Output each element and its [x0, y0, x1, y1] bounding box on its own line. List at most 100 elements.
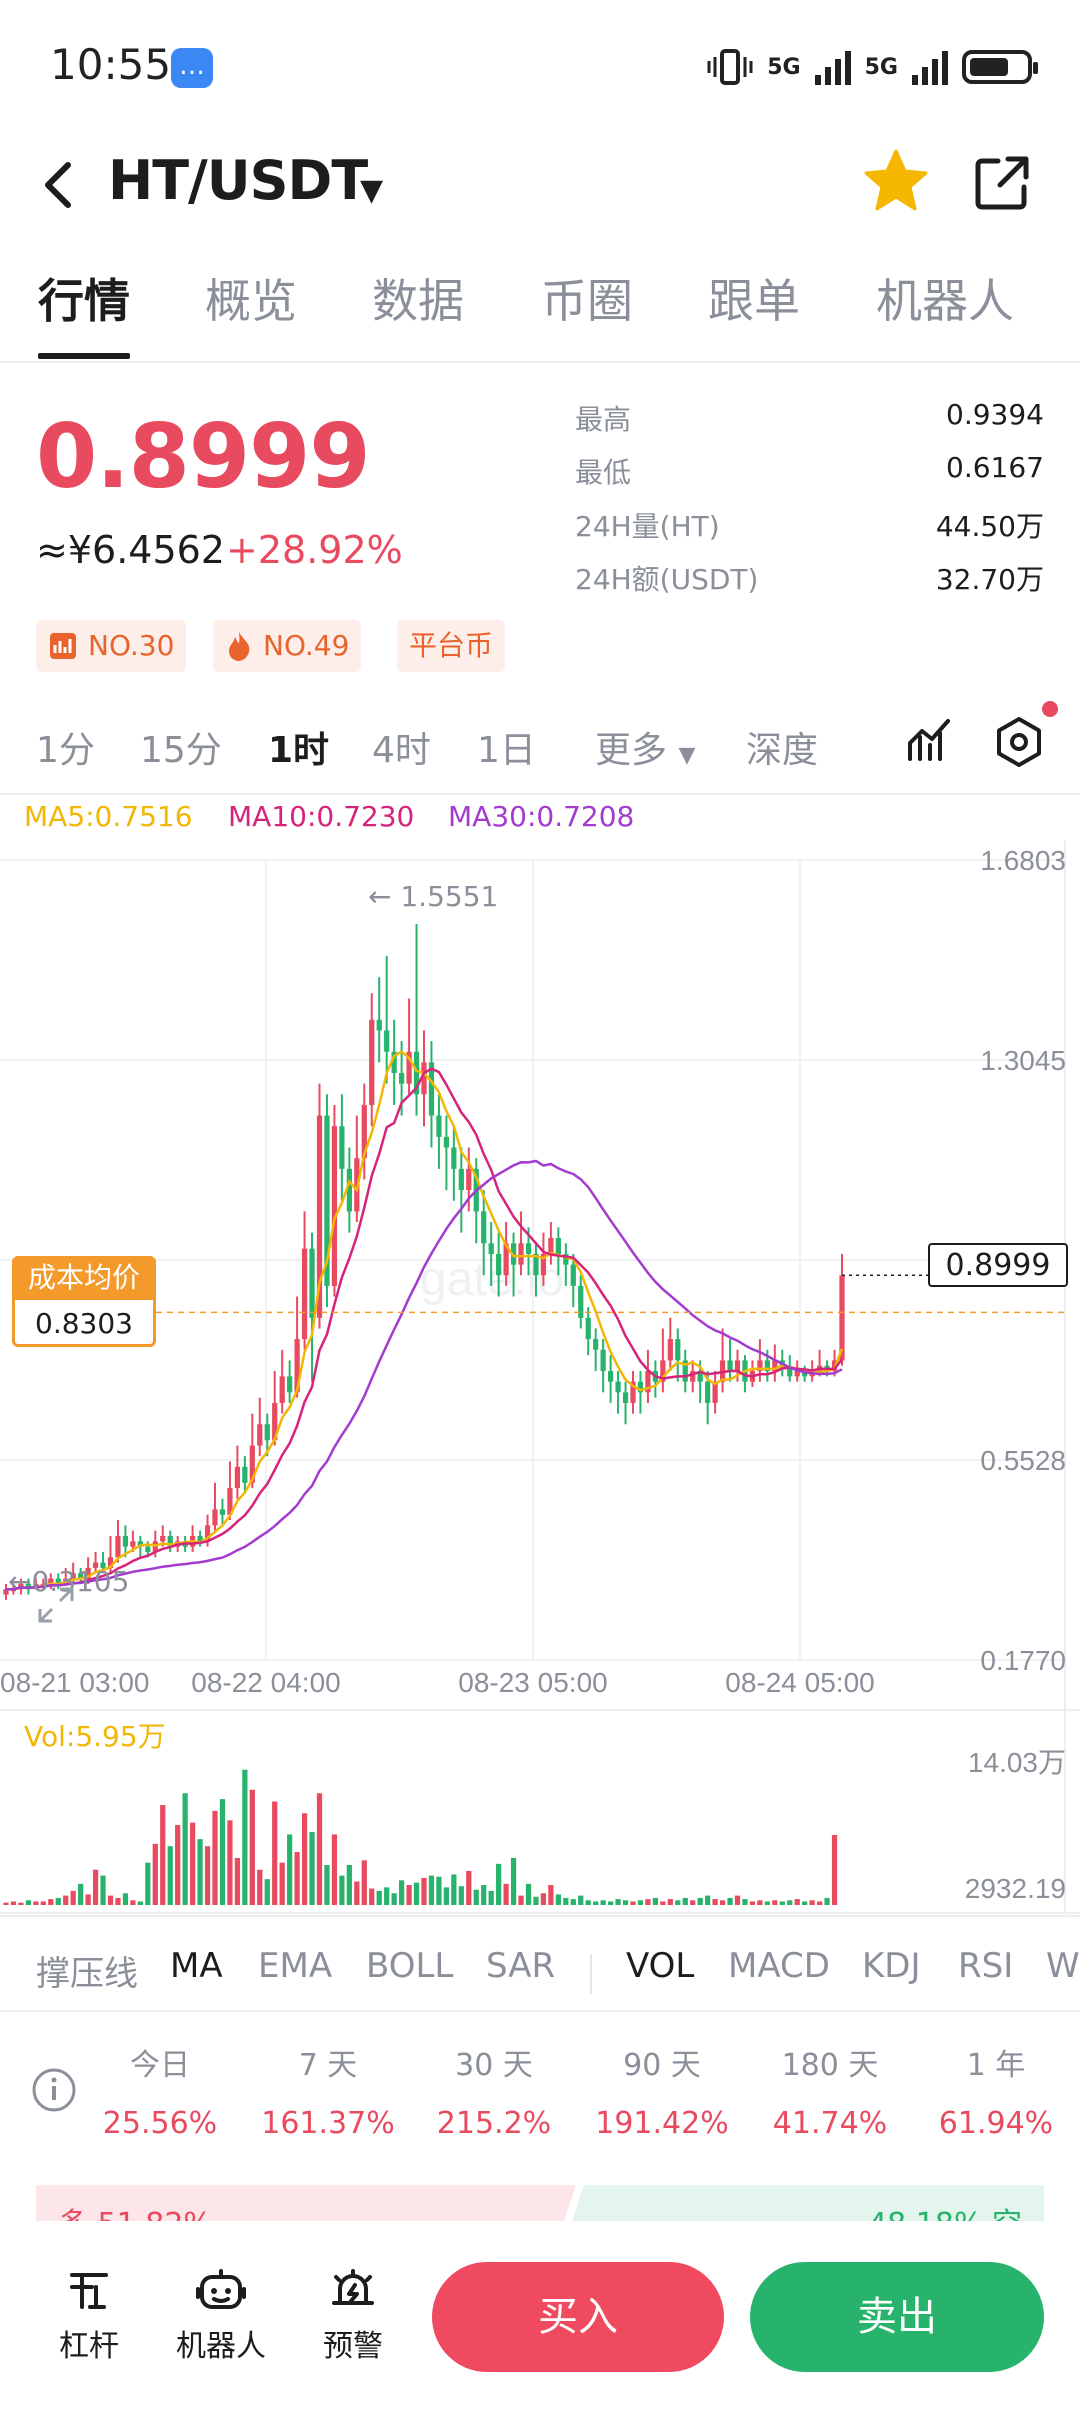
- indicator-boll[interactable]: BOLL: [366, 1946, 454, 1986]
- candle-body: [787, 1365, 793, 1377]
- volume-tick-label: 14.03万: [968, 1747, 1066, 1778]
- buy-button[interactable]: 买入: [432, 2262, 724, 2372]
- volume-bar: [107, 1895, 114, 1905]
- x-tick-label: 08-21 03:00: [0, 1667, 149, 1698]
- volume-bar: [227, 1820, 233, 1905]
- candle-body: [25, 1583, 32, 1590]
- interval-15m[interactable]: 15分: [140, 730, 222, 771]
- perf-label: 今日: [130, 2048, 190, 2083]
- candle-body: [272, 1402, 278, 1441]
- indicator-macd[interactable]: MACD: [728, 1946, 830, 1986]
- candle-body: [369, 1019, 375, 1105]
- robot-button[interactable]: 机器人: [166, 2267, 276, 2365]
- indicator-kdj[interactable]: KDJ: [862, 1946, 921, 1986]
- candle-body: [481, 1211, 487, 1244]
- volume-bar: [734, 1895, 741, 1905]
- cost-average-tag[interactable]: 成本均价 0.8303: [12, 1256, 156, 1350]
- cost-average-label: 成本均价: [12, 1256, 156, 1300]
- volume-bar: [249, 1789, 255, 1905]
- high-marker: ← 1.5551: [368, 880, 499, 913]
- favorite-star-icon[interactable]: [860, 145, 932, 217]
- interval-4h[interactable]: 4时: [372, 730, 431, 771]
- caret-down-icon[interactable]: ▼: [360, 173, 384, 208]
- candle-body: [92, 1562, 99, 1568]
- volume-bar: [622, 1900, 629, 1905]
- candle-body: [145, 1546, 151, 1552]
- volume-bar: [301, 1813, 308, 1905]
- candle-body: [518, 1243, 524, 1265]
- volume-bar: [697, 1897, 703, 1905]
- volume-bar: [346, 1865, 352, 1905]
- candle-body: [570, 1264, 576, 1286]
- volume-bar: [705, 1895, 711, 1905]
- volume-bar: [727, 1897, 733, 1905]
- interval-1m[interactable]: 1分: [36, 730, 95, 771]
- volume-bar: [578, 1895, 584, 1905]
- interval-1d[interactable]: 1日: [477, 730, 536, 771]
- indicator-ema[interactable]: EMA: [258, 1946, 333, 1986]
- tab-data[interactable]: 数据: [372, 274, 464, 328]
- rank-badge[interactable]: NO.30: [36, 620, 187, 672]
- candle-body: [488, 1243, 494, 1254]
- expand-icon[interactable]: [36, 1585, 76, 1625]
- candle-body: [705, 1381, 711, 1403]
- hot-badge[interactable]: NO.49: [213, 620, 362, 672]
- candle-body: [227, 1488, 233, 1515]
- volume-bar: [78, 1883, 84, 1905]
- candle-body: [361, 1104, 367, 1159]
- info-icon[interactable]: [30, 2066, 78, 2114]
- volume-bar: [690, 1900, 696, 1905]
- ma10-line: [6, 1067, 843, 1591]
- candle-body: [712, 1381, 718, 1403]
- tab-overview[interactable]: 概览: [205, 274, 297, 328]
- battery-icon: [962, 50, 1038, 84]
- perf-value: 41.74%: [772, 2106, 888, 2141]
- interval-1h[interactable]: 1时: [268, 730, 330, 771]
- volume-bar: [3, 1902, 9, 1905]
- interval-depth[interactable]: 深度: [746, 730, 819, 771]
- back-icon[interactable]: [36, 157, 86, 213]
- pair-title[interactable]: HT/USDT: [108, 149, 368, 212]
- settings-icon[interactable]: [992, 715, 1046, 769]
- perf-180d: 180 天 41.74%: [750, 2040, 910, 2141]
- indicator-bar: 撑压线 MA EMA BOLL SAR VOL MACD KDJ RSI W: [0, 1940, 1080, 2010]
- leverage-button[interactable]: 杠杆: [34, 2267, 144, 2365]
- perf-label: 180 天: [781, 2048, 879, 2083]
- vibrate-icon: [707, 49, 753, 85]
- share-icon[interactable]: [970, 151, 1034, 215]
- y-tick-label: 1.6803: [980, 845, 1066, 876]
- status-time: 10:55: [50, 40, 172, 89]
- candle-body: [443, 1136, 450, 1148]
- stat-turnover-value: 32.70万: [935, 563, 1044, 596]
- sell-button[interactable]: 卖出: [750, 2262, 1044, 2372]
- tab-robot[interactable]: 机器人: [876, 274, 1014, 328]
- interval-more[interactable]: 更多 ▼: [595, 721, 695, 773]
- indicator-rsi[interactable]: RSI: [958, 1946, 1014, 1986]
- volume-bar: [189, 1822, 196, 1905]
- indicator-sar[interactable]: SAR: [486, 1946, 556, 1986]
- platform-coin-badge[interactable]: 平台币: [397, 620, 506, 672]
- volume-bar: [145, 1862, 151, 1905]
- volume-bar: [197, 1839, 203, 1905]
- candle-body: [384, 1030, 390, 1052]
- volume-bar: [413, 1882, 420, 1905]
- tab-market[interactable]: 行情: [38, 274, 130, 328]
- volume-bar: [533, 1896, 539, 1905]
- volume-bar: [615, 1899, 621, 1905]
- chart-style-icon[interactable]: [904, 715, 954, 765]
- perf-30d: 30 天 215.2%: [414, 2040, 574, 2141]
- volume-bar: [137, 1901, 143, 1905]
- candle-body: [682, 1360, 688, 1382]
- alert-button[interactable]: 预警: [298, 2267, 408, 2365]
- last-price-tag: 0.8999: [928, 1243, 1068, 1287]
- indicator-w[interactable]: W: [1046, 1946, 1080, 1986]
- tab-circle[interactable]: 币圈: [541, 274, 633, 328]
- tab-copy-trading[interactable]: 跟单: [708, 274, 800, 328]
- indicator-vol[interactable]: VOL: [626, 1946, 695, 1986]
- volume-bar: [152, 1843, 158, 1905]
- candle-body: [130, 1541, 136, 1547]
- volume-bar: [48, 1899, 54, 1905]
- indicator-support[interactable]: 撑压线: [36, 1954, 138, 1994]
- indicator-ma[interactable]: MA: [170, 1946, 223, 1986]
